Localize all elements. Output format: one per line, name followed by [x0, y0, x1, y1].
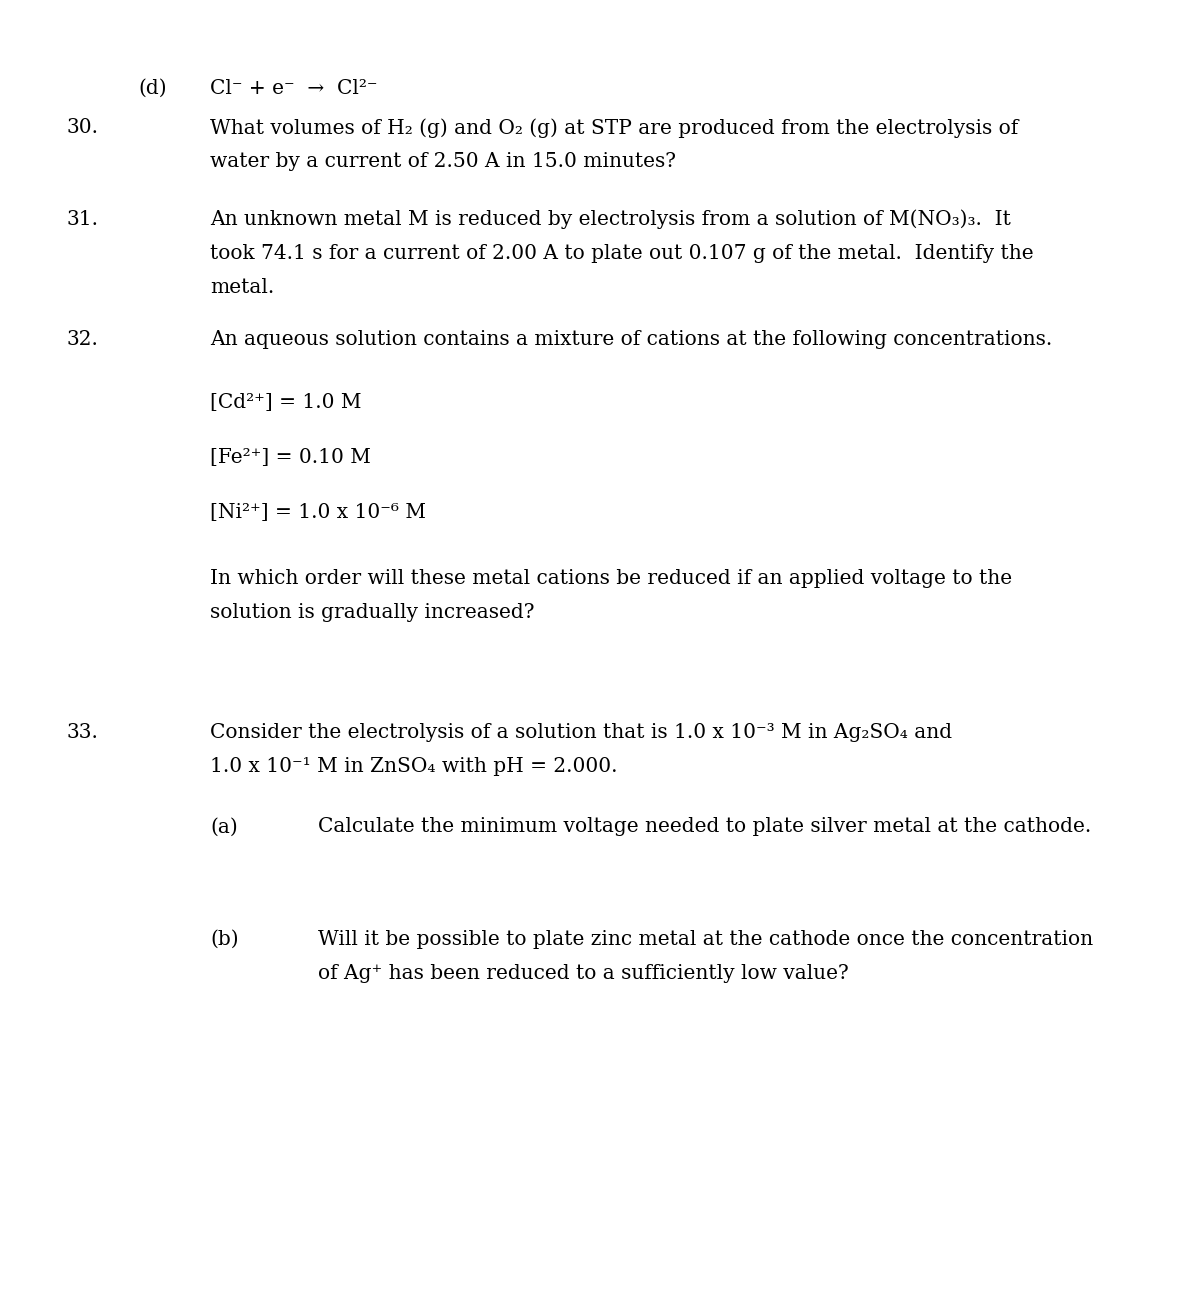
Text: Calculate the minimum voltage needed to plate silver metal at the cathode.: Calculate the minimum voltage needed to …: [318, 817, 1091, 837]
Text: solution is gradually increased?: solution is gradually increased?: [210, 603, 534, 622]
Text: 32.: 32.: [66, 330, 98, 350]
Text: water by a current of 2.50 A in 15.0 minutes?: water by a current of 2.50 A in 15.0 min…: [210, 152, 676, 172]
Text: of Ag⁺ has been reduced to a sufficiently low value?: of Ag⁺ has been reduced to a sufficientl…: [318, 964, 848, 984]
Text: [Ni²⁺] = 1.0 x 10⁻⁶ M: [Ni²⁺] = 1.0 x 10⁻⁶ M: [210, 503, 426, 523]
Text: Consider the electrolysis of a solution that is 1.0 x 10⁻³ M in Ag₂SO₄ and: Consider the electrolysis of a solution …: [210, 723, 952, 743]
Text: 33.: 33.: [66, 723, 98, 743]
Text: 1.0 x 10⁻¹ M in ZnSO₄ with pH = 2.000.: 1.0 x 10⁻¹ M in ZnSO₄ with pH = 2.000.: [210, 757, 618, 777]
Text: In which order will these metal cations be reduced if an applied voltage to the: In which order will these metal cations …: [210, 569, 1012, 588]
Text: Cl⁻ + e⁻  →  Cl²⁻: Cl⁻ + e⁻ → Cl²⁻: [210, 79, 378, 98]
Text: Will it be possible to plate zinc metal at the cathode once the concentration: Will it be possible to plate zinc metal …: [318, 930, 1093, 950]
Text: [Cd²⁺] = 1.0 M: [Cd²⁺] = 1.0 M: [210, 393, 361, 413]
Text: took 74.1 s for a current of 2.00 A to plate out 0.107 g of the metal.  Identify: took 74.1 s for a current of 2.00 A to p…: [210, 244, 1033, 263]
Text: An unknown metal M is reduced by electrolysis from a solution of M(NO₃)₃.  It: An unknown metal M is reduced by electro…: [210, 210, 1010, 229]
Text: (b): (b): [210, 930, 239, 950]
Text: 30.: 30.: [66, 118, 98, 138]
Text: [Fe²⁺] = 0.10 M: [Fe²⁺] = 0.10 M: [210, 448, 371, 468]
Text: What volumes of H₂ (g) and O₂ (g) at STP are produced from the electrolysis of: What volumes of H₂ (g) and O₂ (g) at STP…: [210, 118, 1019, 138]
Text: metal.: metal.: [210, 278, 275, 297]
Text: (a): (a): [210, 817, 238, 837]
Text: 31.: 31.: [66, 210, 98, 229]
Text: An aqueous solution contains a mixture of cations at the following concentration: An aqueous solution contains a mixture o…: [210, 330, 1052, 350]
Text: (d): (d): [138, 79, 167, 98]
